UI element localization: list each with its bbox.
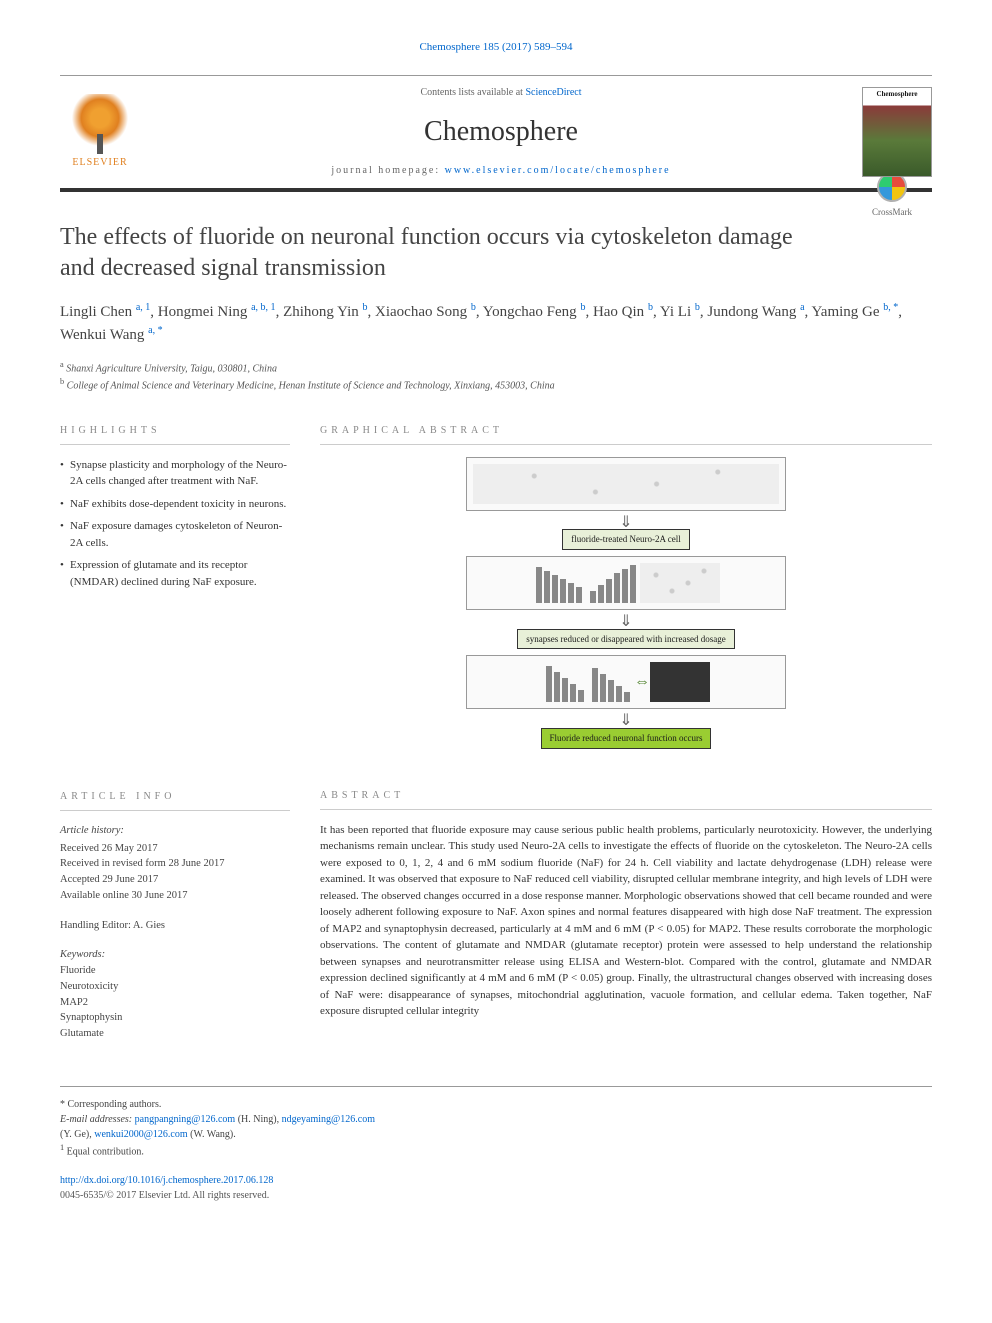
emails-label: E-mail addresses:	[60, 1114, 132, 1125]
keyword: Glutamate	[60, 1026, 290, 1042]
journal-header: ELSEVIER Contents lists available at Sci…	[60, 75, 932, 191]
ga-label-1: fluoride-treated Neuro-2A cell	[562, 529, 689, 550]
accepted-date: Accepted 29 June 2017	[60, 872, 290, 888]
citation-line: Chemosphere 185 (2017) 589–594	[60, 40, 932, 55]
keywords-block: Keywords: Fluoride Neurotoxicity MAP2 Sy…	[60, 947, 290, 1042]
affiliation-b: b College of Animal Science and Veterina…	[60, 376, 932, 393]
email-line-2: (Y. Ge), wenkui2000@126.com (W. Wang).	[60, 1127, 932, 1142]
highlight-item: NaF exposure damages cytoskeleton of Neu…	[60, 518, 290, 551]
journal-name: Chemosphere	[140, 112, 862, 151]
article-title: The effects of fluoride on neuronal func…	[60, 222, 932, 284]
homepage-link[interactable]: www.elsevier.com/locate/chemosphere	[445, 165, 671, 176]
down-arrow-icon: ⇓	[466, 616, 786, 629]
corresponding-note: * Corresponding authors.	[60, 1097, 932, 1112]
email-line: E-mail addresses: pangpangning@126.com (…	[60, 1112, 932, 1127]
highlights-section: HIGHLIGHTS Synapse plasticity and morpho…	[60, 424, 290, 759]
cover-title: Chemosphere	[865, 90, 929, 100]
email-name-1: (H. Ning),	[238, 1114, 279, 1125]
elsevier-logo: ELSEVIER	[60, 94, 140, 170]
down-arrow-icon: ⇓	[466, 517, 786, 530]
ga-label-2: synapses reduced or disappeared with inc…	[517, 629, 734, 650]
email-name-2: (Y. Ge),	[60, 1129, 92, 1140]
footer: * Corresponding authors. E-mail addresse…	[60, 1086, 932, 1203]
email-name-3: (W. Wang).	[190, 1129, 236, 1140]
article-history: Article history: Received 26 May 2017 Re…	[60, 823, 290, 904]
affiliation-a: a Shanxi Agriculture University, Taigu, …	[60, 359, 932, 376]
homepage-line: journal homepage: www.elsevier.com/locat…	[140, 164, 862, 178]
highlight-item: Expression of glutamate and its receptor…	[60, 557, 290, 590]
graphical-abstract-figure: ⇓ fluoride-treated Neuro-2A cell ⇓ synap…	[466, 457, 786, 749]
crossmark-badge[interactable]: CrossMark	[852, 172, 932, 219]
history-label: Article history:	[60, 823, 290, 839]
doi-link[interactable]: http://dx.doi.org/10.1016/j.chemosphere.…	[60, 1173, 932, 1188]
keyword: MAP2	[60, 995, 290, 1011]
handling-editor: Handling Editor: A. Gies	[60, 918, 290, 934]
ga-label-3: Fluoride reduced neuronal function occur…	[541, 728, 712, 749]
homepage-prefix: journal homepage:	[331, 165, 444, 176]
crossmark-label: CrossMark	[872, 207, 912, 217]
revised-date: Received in revised form 28 June 2017	[60, 856, 290, 872]
down-arrow-icon: ⇓	[466, 715, 786, 728]
highlights-heading: HIGHLIGHTS	[60, 424, 290, 445]
abstract-heading: ABSTRACT	[320, 789, 932, 810]
ga-bars-panel-1	[466, 556, 786, 610]
publisher-name: ELSEVIER	[72, 156, 127, 170]
ga-bars-panel-2: ⇔	[466, 655, 786, 709]
abstract-section: ABSTRACT It has been reported that fluor…	[320, 789, 932, 1056]
elsevier-tree-icon	[70, 94, 130, 154]
email-link-2[interactable]: ndgeyaming@126.com	[282, 1114, 375, 1125]
contents-prefix: Contents lists available at	[420, 87, 525, 98]
highlight-item: Synapse plasticity and morphology of the…	[60, 457, 290, 490]
highlight-item: NaF exhibits dose-dependent toxicity in …	[60, 496, 290, 513]
equal-contribution-note: 1 Equal contribution.	[60, 1142, 932, 1159]
copyright-line: 0045-6535/© 2017 Elsevier Ltd. All right…	[60, 1188, 932, 1203]
article-info-heading: ARTICLE INFO	[60, 789, 290, 811]
abstract-body: It has been reported that fluoride expos…	[320, 822, 932, 1020]
affiliations: a Shanxi Agriculture University, Taigu, …	[60, 359, 932, 394]
author-list: Lingli Chen a, 1, Hongmei Ning a, b, 1, …	[60, 300, 932, 347]
keyword: Synaptophysin	[60, 1010, 290, 1026]
ga-cells-panel	[466, 457, 786, 511]
online-date: Available online 30 June 2017	[60, 888, 290, 904]
keyword: Neurotoxicity	[60, 979, 290, 995]
journal-cover-thumbnail: Chemosphere	[862, 87, 932, 177]
graphical-abstract-heading: GRAPHICAL ABSTRACT	[320, 424, 932, 445]
keyword: Fluoride	[60, 963, 290, 979]
header-center: Contents lists available at ScienceDirec…	[140, 86, 862, 177]
sciencedirect-link[interactable]: ScienceDirect	[525, 87, 581, 98]
highlights-list: Synapse plasticity and morphology of the…	[60, 457, 290, 591]
graphical-abstract-section: GRAPHICAL ABSTRACT ⇓ fluoride-treated Ne…	[320, 424, 932, 759]
email-link-1[interactable]: pangpangning@126.com	[135, 1114, 236, 1125]
keywords-label: Keywords:	[60, 947, 290, 963]
article-info-section: ARTICLE INFO Article history: Received 2…	[60, 789, 290, 1056]
received-date: Received 26 May 2017	[60, 841, 290, 857]
contents-line: Contents lists available at ScienceDirec…	[140, 86, 862, 100]
email-link-3[interactable]: wenkui2000@126.com	[94, 1129, 187, 1140]
